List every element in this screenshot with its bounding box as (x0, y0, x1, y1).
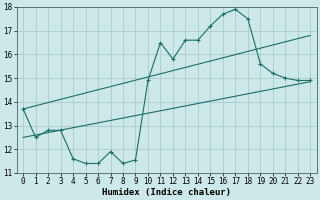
X-axis label: Humidex (Indice chaleur): Humidex (Indice chaleur) (102, 188, 231, 197)
